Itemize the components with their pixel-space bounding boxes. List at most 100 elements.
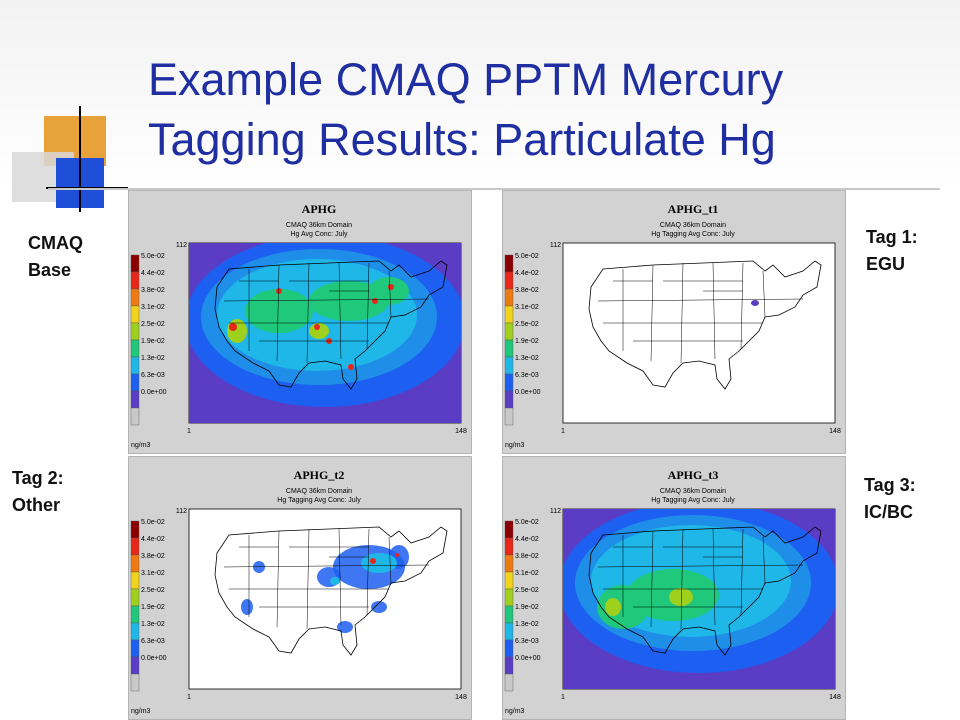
colorbar-tick-label: 3.8e-02 [141,287,165,294]
state-boundary [680,528,684,630]
colorbar-segment [504,356,514,375]
colorbar-segment [130,271,140,290]
colorbar-tick-label: 1.3e-02 [141,355,165,362]
map-figure: APHG_t3 CMAQ 36km Domain Hg Tagging Avg Co… [504,468,841,715]
colorbar-tick-label: 6.3e-03 [515,638,539,645]
concentration-patch [229,323,237,331]
y-axis-max-label: 112 [176,508,187,515]
decorative-squares-logo [0,100,140,220]
colorbar-tick-label: 1.3e-02 [515,621,539,628]
y-axis-max-label: 112 [550,242,561,249]
map-field [189,243,461,423]
colorbar-tick-label: 2.5e-02 [141,587,165,594]
label-line: EGU [866,254,906,274]
concentration-patch [314,324,320,330]
colorbar-segment [504,588,514,607]
colorbar-tick-label: 2.5e-02 [515,587,539,594]
concentration-patch [369,277,409,305]
colorbar-segment [504,639,514,658]
panel-subtitle-domain: CMAQ 36km Domain [286,222,352,229]
x-axis-max-label: 148 [455,428,467,435]
colorbar-segment [504,288,514,307]
label-tag3: Tag 3: IC/BC [864,472,916,526]
colorbar-tick-label: 1.3e-02 [515,355,539,362]
colorbar-segment [130,537,140,556]
colorbar-segment [504,554,514,573]
panel-subtitle-variable: Hg Avg Conc: July [290,231,348,238]
colorbar-tick-label: 0.0e+00 [515,655,541,662]
label-line: IC/BC [864,502,913,522]
colorbar-tick-label: 0.0e+00 [141,389,167,396]
colorbar-segment [504,390,514,409]
colorbar-tick-label: 5.0e-02 [515,253,539,260]
x-axis-max-label: 148 [829,428,841,435]
concentration-patch [669,588,693,606]
panel-subtitle-variable: Hg Tagging Avg Conc: July [277,497,361,504]
colorbar-segment [130,322,140,341]
colorbar-tick-label: 0.0e+00 [515,389,541,396]
concentration-patch [227,319,247,343]
concentration-patch [330,577,340,585]
x-axis-min-label: 1 [187,428,191,435]
state-boundary [388,270,392,318]
colorbar-segment [504,271,514,290]
title-line-2: Tagging Results: Particulate Hg [148,114,776,165]
colorbar-segment [504,605,514,624]
map-panel-aphg-t1: APHG_t1 CMAQ 36km Domain Hg Tagging Avg Co… [502,190,846,454]
colorbar-tick-label: 0.0e+00 [141,655,167,662]
colorbar-segment [130,656,140,675]
colorbar-tick-label: 2.5e-02 [141,321,165,328]
colorbar-tick-label: 3.1e-02 [141,304,165,311]
colorbar-segment [130,373,140,392]
colorbar-tick-label: 4.4e-02 [515,536,539,543]
state-boundary [306,262,310,364]
state-boundary [597,564,804,568]
label-line: Other [12,495,61,515]
us-outline [214,260,448,390]
colorbar-tick-label: 2.5e-02 [515,321,539,328]
colorbar-segment [130,605,140,624]
state-boundary [338,262,342,360]
state-boundary [762,536,766,584]
colorbar-segment [130,520,140,539]
title-line-1: Example CMAQ PPTM Mercury [148,54,784,105]
map-frame [188,508,462,690]
colorbar-segment [504,339,514,358]
concentration-patch [253,561,265,573]
colorbar-segment [504,407,514,426]
colorbar-tick-label: 5.0e-02 [141,519,165,526]
concentration-patch [241,599,253,615]
colorbar-unit: ng/m3 [131,442,151,449]
colorbar-tick-label: 1.9e-02 [515,604,539,611]
panel-title: APHG [302,202,337,216]
y-axis-max-label: 112 [176,242,187,249]
label-line: CMAQ [28,233,83,253]
map-panel-aphg-t3: APHG_t3 CMAQ 36km Domain Hg Tagging Avg Co… [502,456,846,720]
state-boundary [366,528,370,616]
panel-subtitle-domain: CMAQ 36km Domain [286,488,352,495]
concentration-patch [372,298,378,304]
panel-title: APHG_t1 [668,202,719,216]
concentration-patch [276,288,282,294]
state-boundary [597,298,804,302]
colorbar-tick-label: 3.1e-02 [141,570,165,577]
map-figure: APHG CMAQ 36km Domain Hg Avg Conc: July 5.0… [130,202,467,449]
state-boundary [223,298,430,302]
map-figure: APHG_t2 CMAQ 36km Domain Hg Tagging Avg Co… [130,468,467,715]
colorbar-segment [130,305,140,324]
colorbar-segment [504,537,514,556]
concentration-patch [337,621,353,633]
concentration-patch [395,553,399,557]
colorbar-tick-label: 5.0e-02 [515,519,539,526]
colorbar-segment [504,656,514,675]
label-line: Base [28,260,72,280]
colorbar-segment [130,673,140,692]
state-boundary [306,528,310,630]
colorbar-segment [130,571,140,590]
colorbar-segment [130,554,140,573]
state-boundary [366,262,370,350]
state-boundary [740,528,744,616]
x-axis-min-label: 1 [187,694,191,701]
colorbar-segment [130,339,140,358]
concentration-patch [751,300,759,306]
